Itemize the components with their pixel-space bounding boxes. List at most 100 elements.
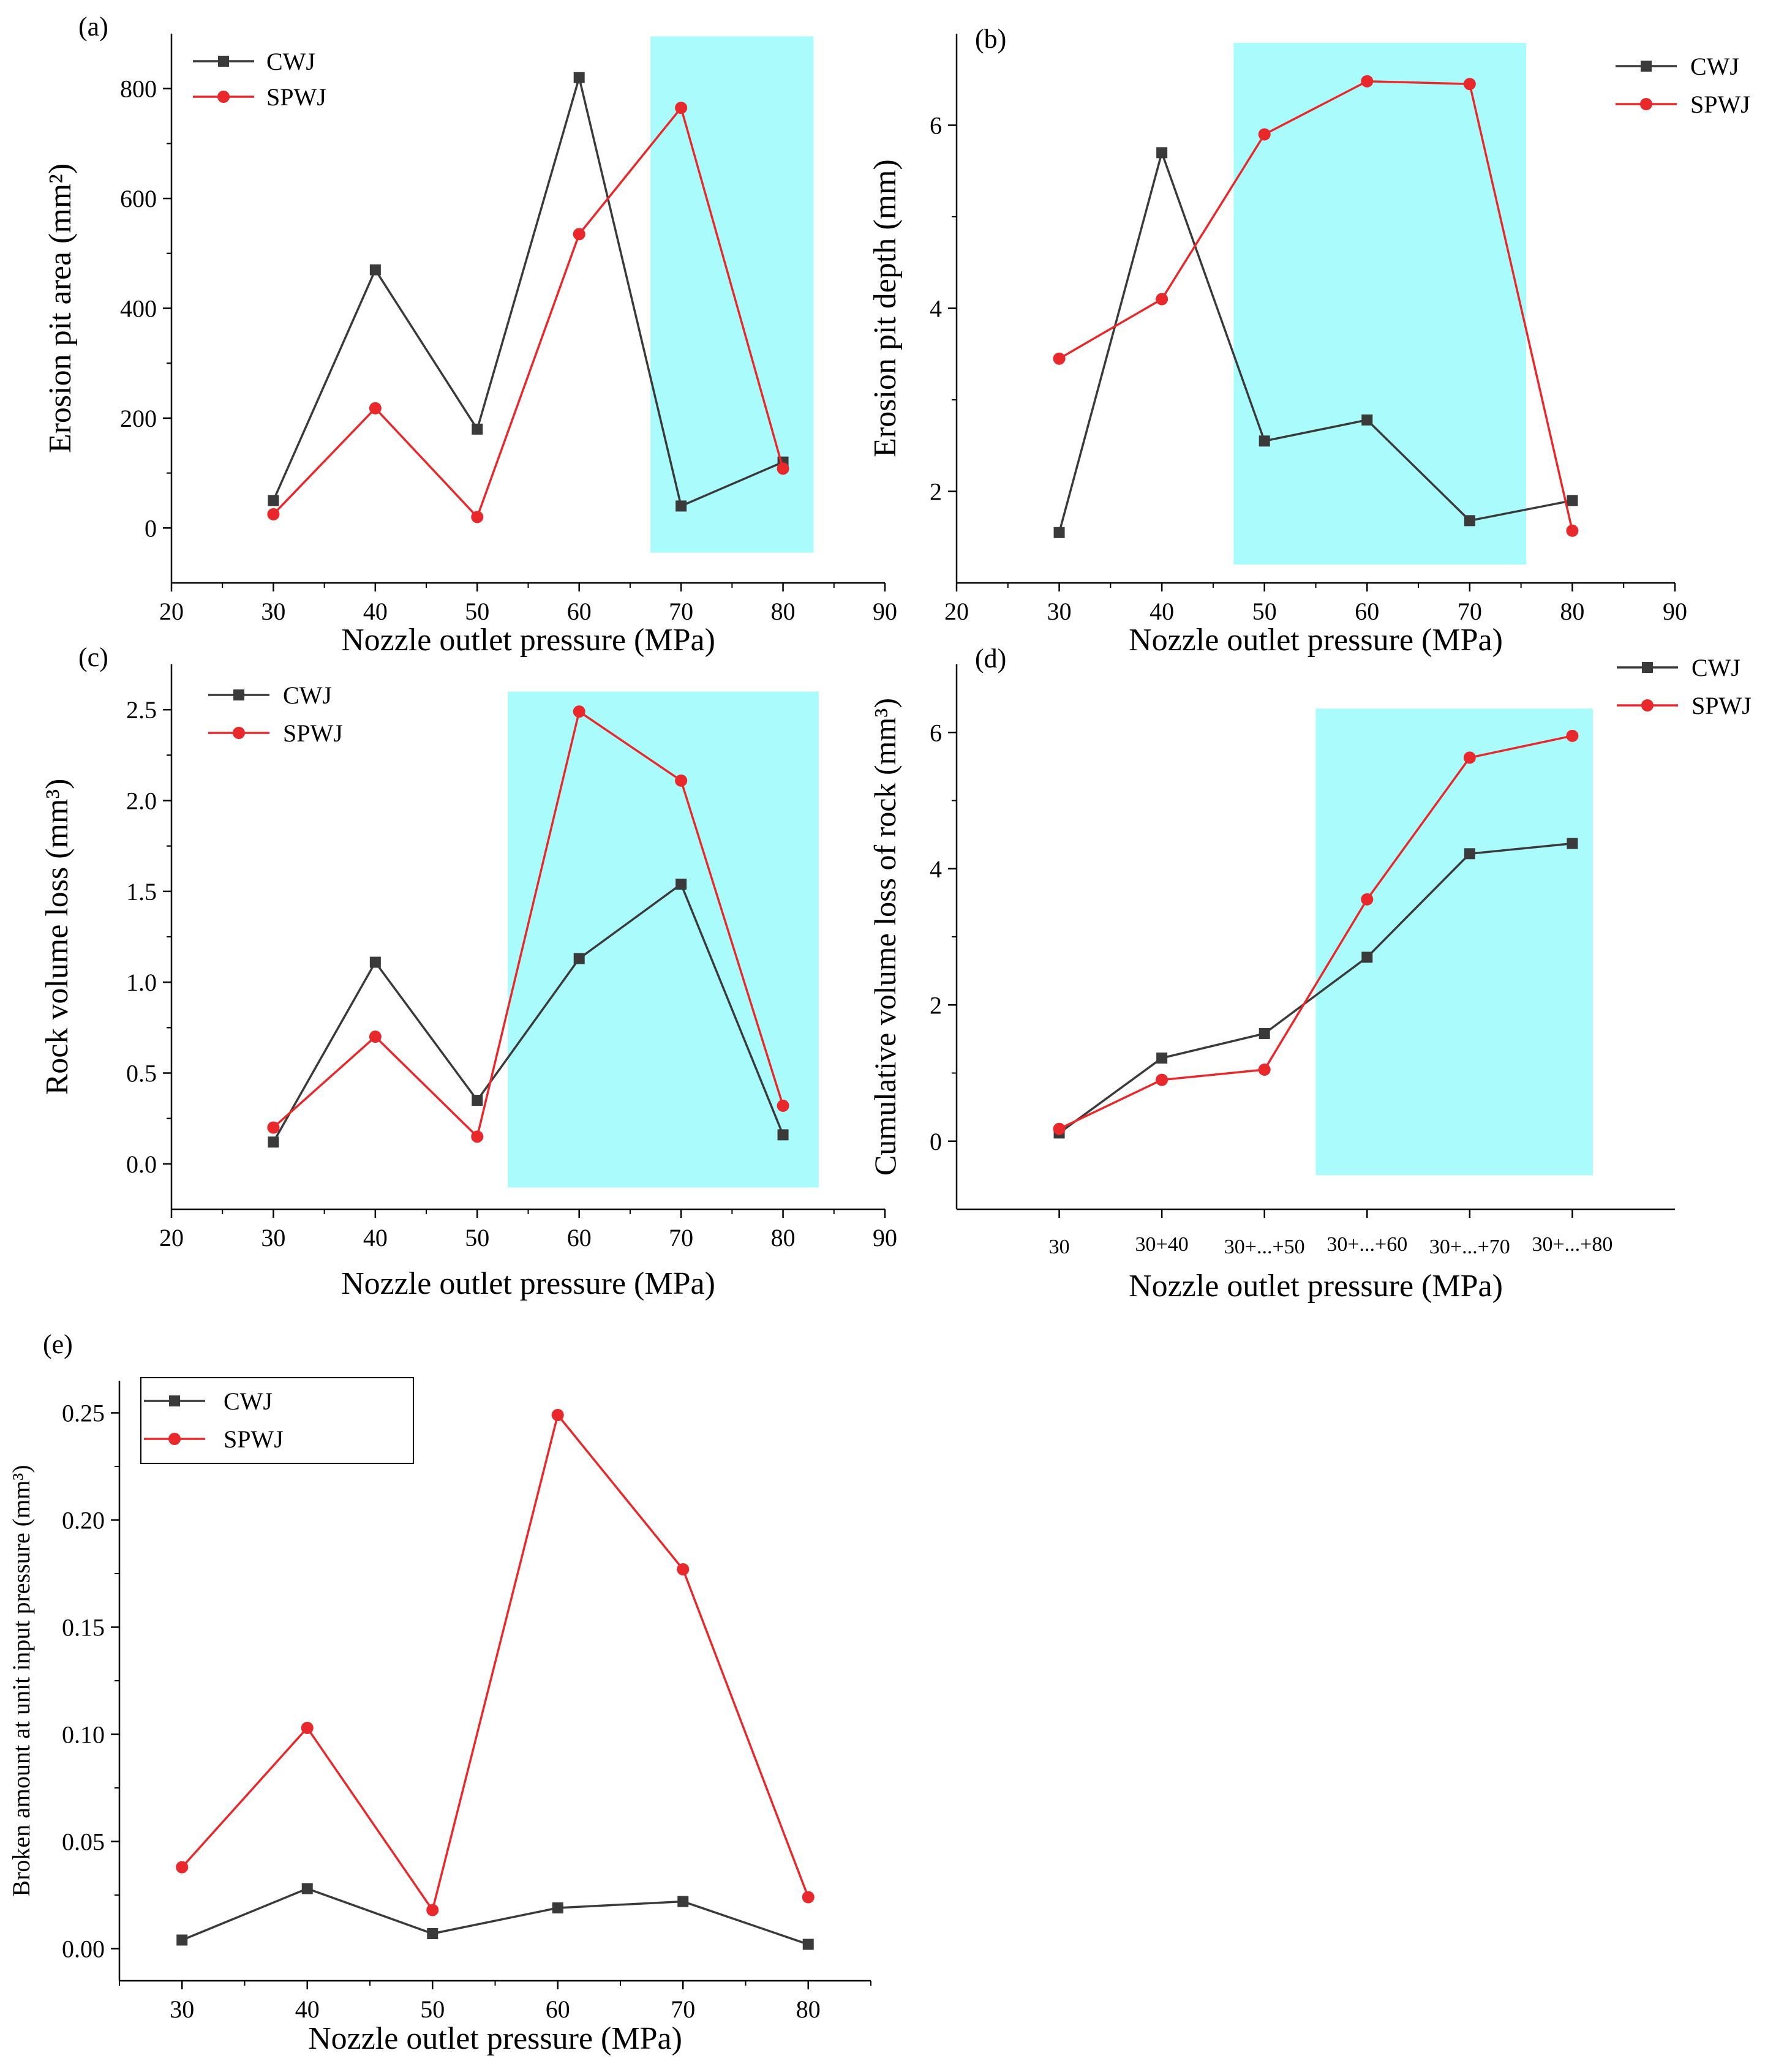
data-point-spwj bbox=[369, 1030, 382, 1043]
legend-marker bbox=[218, 56, 229, 67]
legend-box bbox=[140, 1377, 414, 1464]
legend: CWJ SPWJ bbox=[208, 681, 343, 747]
x-tick-label: 30+...+60 bbox=[1326, 1233, 1407, 1256]
y-axis-title: Rock volume loss (mm³) bbox=[40, 779, 75, 1095]
x-tick-label: 30 bbox=[170, 1995, 194, 2023]
x-tick-label: 30 bbox=[261, 598, 285, 625]
x-tick-label: 30 bbox=[261, 1224, 285, 1252]
data-point-spwj bbox=[426, 1904, 439, 1916]
data-point-cwj bbox=[472, 1095, 483, 1106]
y-tick-label: 0.00 bbox=[62, 1935, 105, 1963]
data-point-spwj bbox=[1156, 293, 1168, 306]
x-tick-label: 30+...+50 bbox=[1224, 1236, 1305, 1258]
legend: CWJ SPWJ bbox=[1617, 654, 1752, 719]
y-tick-label: 4 bbox=[930, 295, 942, 323]
data-point-cwj bbox=[369, 956, 381, 968]
y-tick-label: 0.10 bbox=[62, 1721, 105, 1749]
data-point-cwj bbox=[268, 1136, 279, 1148]
legend-marker bbox=[1641, 699, 1654, 711]
data-point-cwj bbox=[675, 500, 687, 512]
data-point-cwj bbox=[472, 423, 483, 435]
x-tick-label: 30 bbox=[1047, 598, 1072, 625]
data-point-spwj bbox=[267, 508, 280, 520]
x-tick-label: 30+...+70 bbox=[1429, 1236, 1510, 1258]
data-point-spwj bbox=[573, 705, 585, 718]
y-tick-label: 0.05 bbox=[62, 1828, 105, 1856]
data-point-spwj bbox=[1156, 1073, 1168, 1086]
data-point-cwj bbox=[176, 1934, 188, 1946]
legend-label: SPWJ bbox=[1691, 692, 1752, 719]
y-tick-label: 0.25 bbox=[62, 1400, 105, 1427]
data-point-cwj bbox=[552, 1902, 563, 1913]
y-tick-label: 0.20 bbox=[62, 1507, 105, 1534]
y-tick-label: 800 bbox=[120, 75, 157, 103]
x-tick-label: 60 bbox=[1355, 598, 1379, 625]
y-axis-title: Cumulative volume loss of rock (mm³) bbox=[868, 698, 902, 1176]
data-point-spwj bbox=[1566, 729, 1579, 742]
chart-panel-2: 0.0 0.5 1.0 1.5 2.0 2.5 20 30 40 50 60 70 80 90 Nozzle… bbox=[40, 642, 897, 1301]
data-point-spwj bbox=[551, 1409, 564, 1421]
x-tick-label: 20 bbox=[159, 598, 184, 625]
series-line-spwj bbox=[1058, 735, 1573, 1130]
y-tick-label: 2 bbox=[930, 478, 942, 506]
x-axis-title: Nozzle outlet pressure (MPa) bbox=[341, 1266, 715, 1301]
y-tick-label: 1.5 bbox=[126, 878, 157, 906]
legend-marker bbox=[233, 689, 244, 700]
legend-marker bbox=[217, 91, 230, 103]
x-tick-label: 60 bbox=[567, 598, 592, 625]
series-line-cwj bbox=[181, 1887, 809, 1946]
y-tick-label: 2 bbox=[930, 991, 942, 1019]
y-tick-label: 1.0 bbox=[126, 969, 157, 996]
panel-label: (a) bbox=[78, 12, 108, 42]
x-tick-label: 70 bbox=[669, 1224, 693, 1252]
series-line-cwj bbox=[1058, 842, 1573, 1134]
legend-marker bbox=[233, 727, 245, 739]
highlight-region bbox=[1315, 708, 1593, 1176]
x-tick-label: 30+...+80 bbox=[1532, 1233, 1612, 1256]
legend: CWJ SPWJ bbox=[193, 48, 326, 111]
y-tick-label: 0.5 bbox=[126, 1060, 157, 1087]
x-tick-label: 50 bbox=[465, 1224, 489, 1252]
x-tick-label: 60 bbox=[546, 1995, 570, 2023]
x-tick-label: 60 bbox=[567, 1224, 592, 1252]
y-axis-title: Erosion pit area (mm²) bbox=[43, 163, 78, 453]
data-point-spwj bbox=[369, 402, 382, 415]
x-axis-title: Nozzle outlet pressure (MPa) bbox=[308, 2021, 682, 2056]
chart-panel-0: 0 200 400 600 800 20 30 40 50 60 70 80 90 Nozzle outl… bbox=[43, 12, 897, 658]
data-point-spwj bbox=[1258, 128, 1271, 141]
data-point-spwj bbox=[1361, 893, 1374, 906]
x-tick-label: 80 bbox=[796, 1995, 821, 2023]
legend-label: SPWJ bbox=[266, 83, 326, 111]
data-point-cwj bbox=[1259, 435, 1270, 447]
data-point-spwj bbox=[675, 102, 688, 114]
legend-label: CWJ bbox=[266, 48, 315, 75]
data-point-cwj bbox=[677, 1896, 689, 1907]
legend-label: SPWJ bbox=[224, 1425, 284, 1453]
data-point-spwj bbox=[1053, 1122, 1066, 1135]
legend-marker bbox=[1641, 61, 1652, 72]
data-point-cwj bbox=[1361, 952, 1373, 963]
x-tick-label: 80 bbox=[1560, 598, 1584, 625]
chart-panel-4: 0.00 0.05 0.10 0.15 0.20 0.25 30 40 50 60 70 80 Nozz… bbox=[7, 1329, 871, 2056]
legend-marker bbox=[169, 1395, 180, 1406]
y-tick-label: 0 bbox=[145, 514, 157, 542]
x-tick-label: 90 bbox=[873, 1224, 897, 1252]
x-tick-label: 80 bbox=[771, 1224, 796, 1252]
x-tick-label: 40 bbox=[1150, 598, 1174, 625]
panel-label: (c) bbox=[78, 642, 108, 672]
data-point-cwj bbox=[1053, 527, 1065, 538]
data-point-cwj bbox=[1567, 838, 1578, 849]
x-tick-label: 40 bbox=[363, 598, 388, 625]
data-point-cwj bbox=[1361, 414, 1373, 426]
y-tick-label: 0.15 bbox=[62, 1614, 105, 1642]
data-point-cwj bbox=[427, 1928, 438, 1939]
data-point-cwj bbox=[573, 72, 585, 83]
chart-panel-3: 0 2 4 6 30 30+40 30+...+50 30+...+60 30+...+70 30… bbox=[868, 644, 1752, 1304]
data-point-cwj bbox=[268, 495, 279, 506]
y-tick-label: 2.5 bbox=[126, 696, 157, 724]
data-point-spwj bbox=[471, 511, 484, 524]
chart-panel-1: 2 4 6 20 30 40 50 60 70 80 90 Nozzle outlet pressur… bbox=[868, 24, 1750, 658]
data-point-spwj bbox=[1258, 1063, 1271, 1076]
x-tick-label: 40 bbox=[295, 1995, 320, 2023]
